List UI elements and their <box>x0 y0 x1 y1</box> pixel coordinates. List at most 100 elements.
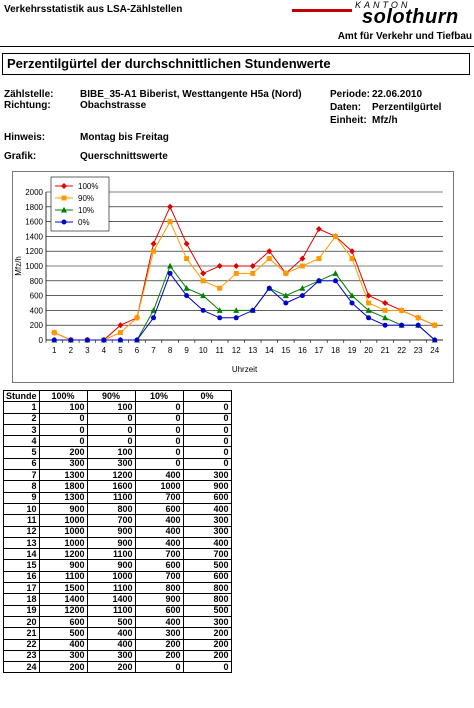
table-cell-hour: 17 <box>3 582 40 595</box>
data-point <box>51 337 57 343</box>
x-tick-label: 12 <box>232 346 241 355</box>
table-cell-value: 400 <box>134 514 184 527</box>
table-row: 24 200 200 0 0 <box>3 661 232 674</box>
table-cell-hour: 18 <box>3 593 40 606</box>
grafik-label: Grafik: <box>4 151 37 162</box>
table-cell-value: 1000 <box>134 480 184 493</box>
table-cell-value: 200 <box>134 649 184 663</box>
table-cell-value: 0 <box>86 423 136 437</box>
data-point <box>183 285 190 291</box>
table-cell-value: 0 <box>182 457 232 471</box>
table-cell-value: 200 <box>182 649 232 663</box>
header-0: 0% <box>182 389 232 403</box>
table-cell-value: 200 <box>182 627 232 640</box>
table-cell-value: 100 <box>86 401 136 414</box>
data-table: Stunde 100% 90% 10% 0% 1 100 100 0 0 2 0 0 0 0 3 0 0… <box>3 389 232 674</box>
hinweis-value: Montag bis Freitag <box>80 132 169 143</box>
data-point <box>183 240 190 247</box>
data-point <box>349 300 355 306</box>
x-tick-label: 14 <box>265 346 274 355</box>
table-cell-value: 1400 <box>38 593 88 606</box>
data-point <box>233 315 239 321</box>
series-line-1 <box>54 220 435 341</box>
table-cell-value: 1100 <box>86 582 136 595</box>
table-cell-value: 300 <box>38 457 88 471</box>
legend-marker <box>61 195 67 201</box>
data-point <box>249 263 256 269</box>
x-tick-label: 6 <box>135 346 140 355</box>
table-row: 11 1000 700 400 300 <box>3 514 232 527</box>
table-cell-value: 300 <box>86 649 136 663</box>
table-cell-value: 600 <box>38 615 88 629</box>
legend-label: 90% <box>78 194 94 203</box>
table-cell-value: 200 <box>38 446 88 459</box>
x-tick-label: 13 <box>248 346 257 355</box>
richtung-value: Obachstrasse <box>80 100 147 111</box>
table-cell-hour: 16 <box>3 570 40 584</box>
table-row: 22 400 400 200 200 <box>3 638 232 651</box>
table-cell-value: 700 <box>86 514 136 527</box>
data-point <box>382 322 388 328</box>
header-divider <box>0 46 474 47</box>
data-point <box>366 300 372 306</box>
data-point <box>382 314 389 321</box>
data-point <box>283 300 289 306</box>
table-cell-value: 1600 <box>86 480 136 493</box>
table-cell-value: 400 <box>134 615 184 629</box>
data-point <box>233 307 240 313</box>
series-line-3 <box>54 272 436 341</box>
daten-label: Daten: <box>330 102 362 113</box>
table-cell-value: 900 <box>38 502 88 516</box>
data-point <box>432 337 438 343</box>
document-title: Verkehrsstatistik aus LSA-Zählstellen <box>4 4 183 15</box>
table-cell-hour: 12 <box>3 525 40 538</box>
table-cell-value: 500 <box>38 627 88 640</box>
table-row: 15 900 900 600 500 <box>3 559 232 572</box>
section-title-box <box>2 53 470 75</box>
table-cell-value: 800 <box>86 502 136 516</box>
x-tick-label: 4 <box>102 346 107 355</box>
data-point <box>200 278 206 284</box>
table-row: 20 600 500 400 300 <box>3 615 232 629</box>
data-point <box>233 270 239 276</box>
x-tick-label: 10 <box>199 346 208 355</box>
x-tick-label: 5 <box>118 346 123 355</box>
data-point <box>315 226 322 232</box>
table-cell-value: 1000 <box>38 514 88 527</box>
table-cell-value: 700 <box>134 570 184 584</box>
table-cell-value: 500 <box>182 604 232 617</box>
table-cell-value: 700 <box>134 491 184 504</box>
x-tick-label: 18 <box>331 346 340 355</box>
table-cell-value: 0 <box>38 412 88 425</box>
x-tick-label: 11 <box>216 346 225 355</box>
data-point <box>366 315 372 321</box>
table-cell-value: 0 <box>134 412 184 425</box>
grafik-value: Querschnittswerte <box>80 151 168 162</box>
x-tick-label: 20 <box>364 346 373 355</box>
data-point <box>184 293 190 299</box>
data-point <box>266 248 273 255</box>
table-cell-value: 1500 <box>38 582 88 595</box>
logo-kanton-text: KANTON <box>355 0 411 10</box>
table-cell-hour: 23 <box>3 649 40 663</box>
table-cell-value: 0 <box>38 435 88 448</box>
x-tick-label: 16 <box>298 346 307 355</box>
table-cell-value: 1200 <box>38 604 88 617</box>
x-tick-label: 23 <box>414 346 423 355</box>
data-point <box>250 307 256 313</box>
data-point <box>349 256 355 262</box>
einheit-label: Einheit: <box>330 115 367 126</box>
table-cell-value: 400 <box>134 525 184 538</box>
data-point <box>101 337 107 343</box>
table-cell-value: 700 <box>134 548 184 561</box>
data-point <box>117 330 123 336</box>
table-cell-value: 0 <box>134 457 184 471</box>
table-row: 16 1100 1000 700 600 <box>3 570 232 584</box>
table-cell-value: 0 <box>86 412 136 425</box>
table-row: 5 200 100 0 0 <box>3 446 232 459</box>
data-point <box>266 256 272 262</box>
series-line-2 <box>54 264 436 341</box>
y-tick-label: 1400 <box>25 232 43 241</box>
table-cell-hour: 4 <box>3 435 40 448</box>
